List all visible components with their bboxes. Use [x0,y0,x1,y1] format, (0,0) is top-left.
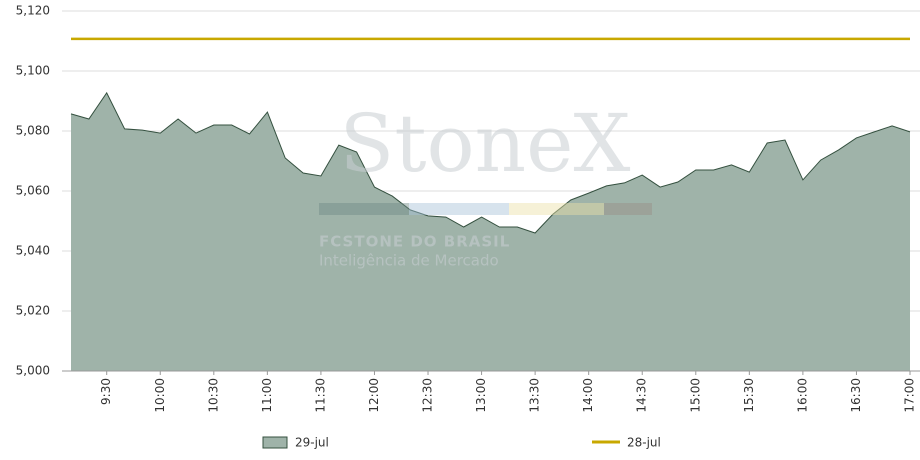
x-tick-label: 17:00 [903,378,917,413]
y-tick-label: 5,060 [16,184,50,198]
watermark-bar [604,203,652,215]
x-tick-label: 11:30 [313,378,327,413]
watermark-bar [509,203,604,215]
area [71,92,910,372]
watermark: StoneX FCSTONE DO BRASIL Inteligência de… [319,97,652,270]
y-tick-label: 5,100 [16,64,50,78]
watermark-bar [409,203,509,215]
y-tick-label: 5,020 [16,304,50,318]
y-tick-label: 5,000 [16,364,50,378]
x-tick-label: 14:30 [635,378,649,413]
area-edge [70,91,911,234]
x-tick-label: 12:00 [367,378,381,413]
x-tick-label: 16:30 [849,378,863,413]
watermark-line: FCSTONE DO BRASIL [319,233,510,251]
y-tick-label: 5,120 [16,4,50,18]
y-tick-label: 5,040 [16,244,50,258]
x-tick-label: 9:30 [99,378,113,405]
x-tick-label: 15:30 [742,378,756,413]
watermark-line: Inteligência de Mercado [319,252,499,270]
plot-area [62,10,920,372]
y-tick-label: 5,080 [16,124,50,138]
x-tick-label: 14:00 [581,378,595,413]
x-tick-label: 15:00 [688,378,702,413]
x-tick-label: 13:00 [474,378,488,413]
legend-swatch [262,436,288,449]
x-tick-label: 12:30 [421,378,435,413]
x-tick-label: 16:00 [795,378,809,413]
watermark-bar [319,203,409,215]
x-tick-label: 11:00 [260,378,274,413]
x-tick-label: 10:00 [153,378,167,413]
x-tick-label: 13:30 [528,378,542,413]
watermark-brand: StoneX [340,97,631,190]
x-tick-label: 10:30 [206,378,220,413]
legend-label: 29-jul [295,436,329,450]
legend-label: 28-jul [627,436,661,450]
